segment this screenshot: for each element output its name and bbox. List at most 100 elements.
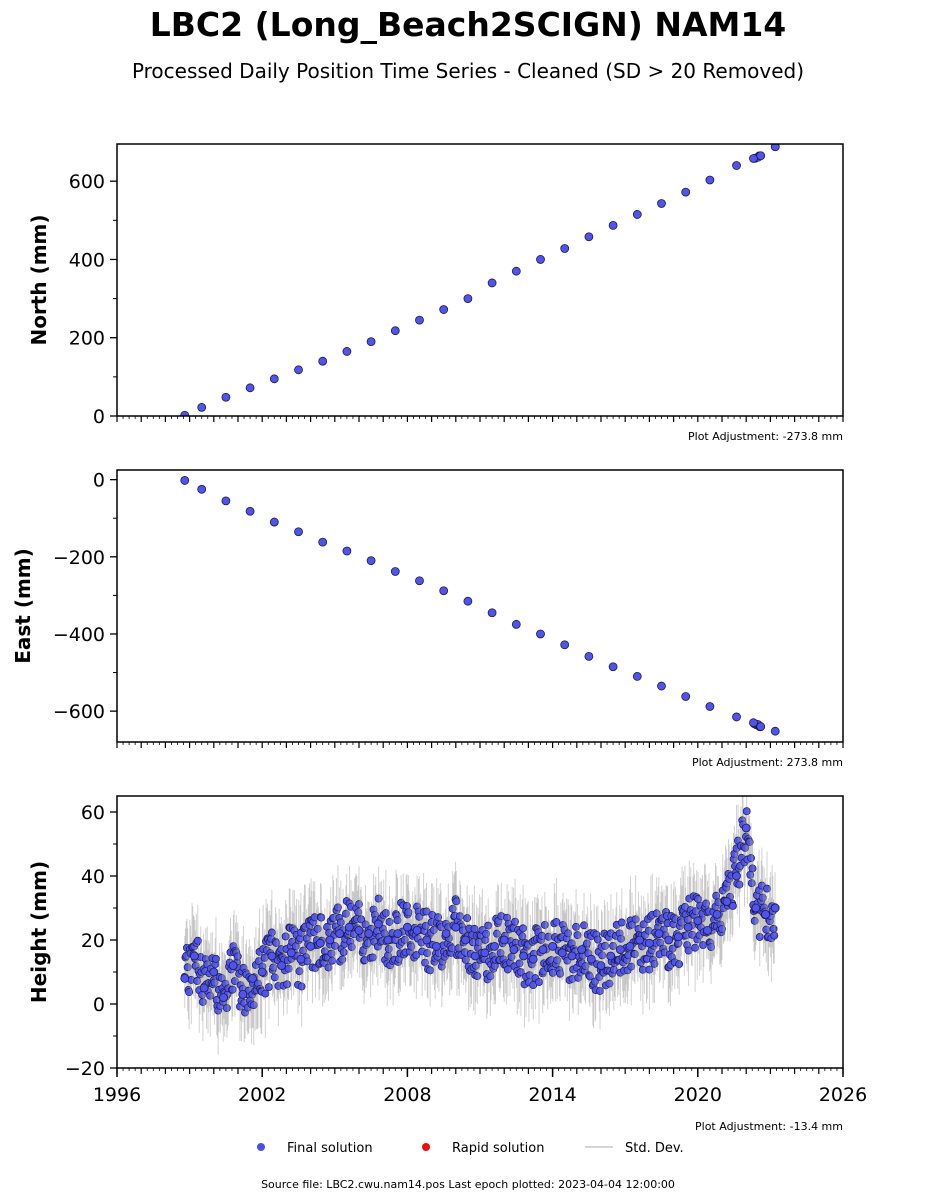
height-data-point [461, 935, 470, 945]
height-data-point [315, 938, 325, 948]
height-cloud-point [609, 942, 618, 950]
north-data-point [536, 255, 545, 264]
height-data-point [364, 929, 374, 938]
east-data-point [608, 662, 618, 672]
north-data-points [180, 144, 780, 416]
east-y-tick-label: −400 [53, 624, 105, 646]
height-data-point [683, 922, 693, 932]
height-cloud-point [750, 916, 759, 925]
north-data-point [463, 294, 473, 303]
height-cloud-point [601, 941, 610, 950]
height-data-point [228, 961, 238, 970]
east-data-point [632, 672, 642, 681]
height-cloud-point [339, 948, 348, 957]
height-data-points [180, 823, 780, 1002]
height-cloud-point [617, 934, 626, 943]
height-cloud-point [650, 959, 659, 968]
north-data-point [318, 356, 328, 366]
height-cloud-point [518, 932, 527, 941]
height-cloud-point [691, 943, 700, 952]
east-data-point [439, 586, 449, 596]
height-cloud-point [217, 974, 226, 982]
height-cloud-point [374, 894, 383, 903]
height-cloud-point [707, 943, 716, 952]
height-cloud-point [429, 926, 438, 934]
height-data-point [257, 967, 267, 977]
height-cloud-point [747, 879, 756, 888]
north-data-point [439, 305, 449, 314]
height-data-point [451, 922, 461, 932]
height-cloud-point [269, 963, 278, 972]
north-data-point [681, 187, 691, 197]
height-data-point [654, 929, 664, 938]
north-data-point [180, 410, 190, 416]
height-data-point [277, 961, 286, 970]
height-cloud-point [385, 917, 394, 926]
east-y-tick-label: 0 [93, 470, 105, 492]
height-data-point [344, 922, 354, 932]
height-cloud-point [516, 968, 525, 976]
height-cloud-point [553, 956, 562, 965]
height-data-point [180, 974, 190, 983]
height-cloud-point [412, 951, 421, 960]
height-data-point [645, 938, 654, 948]
north-y-tick-label: 200 [69, 328, 105, 350]
height-x-tick-label: 2014 [528, 1084, 576, 1106]
height-cloud-point [580, 921, 589, 930]
height-cloud-point [507, 952, 516, 961]
east-data-point [415, 576, 424, 586]
height-cloud-point [628, 920, 636, 929]
legend-stddev-label: Std. Dev. [625, 1141, 684, 1156]
height-cloud-point [183, 963, 192, 972]
east-data-point [180, 476, 190, 485]
height-cloud-point [347, 943, 356, 951]
height-data-point [335, 929, 345, 938]
height-cloud-point [515, 959, 524, 968]
height-data-point [383, 935, 393, 945]
height-cloud-point [652, 909, 661, 918]
north-data-point [294, 365, 303, 375]
legend-rapid-label: Rapid solution [452, 1141, 544, 1156]
height-cloud-point [295, 967, 304, 976]
north-data-point [415, 315, 424, 325]
height-cloud-point [212, 954, 220, 963]
height-cloud-point [503, 965, 512, 974]
height-data-point [509, 945, 519, 954]
height-data-point [625, 942, 635, 951]
height-cloud-point [461, 955, 470, 964]
height-cloud-point [328, 956, 337, 965]
height-cloud-point [452, 897, 461, 906]
height-data-point [209, 967, 219, 977]
height-x-tick-label: 1996 [93, 1084, 141, 1106]
height-cloud-point [769, 924, 778, 933]
height-data-point [286, 948, 296, 958]
figure-title: LBC2 (Long_Beach2SCIGN) NAM14 [150, 5, 787, 44]
height-cloud-point [728, 902, 737, 910]
north-y-axis-label: North (mm) [27, 214, 51, 345]
height-data-point [402, 922, 412, 932]
height-y-tick-label: 60 [81, 802, 105, 824]
height-data-point [199, 983, 209, 993]
height-cloud-point [585, 972, 594, 981]
east-data-point [318, 537, 328, 547]
height-x-tick-label: 2008 [383, 1084, 431, 1106]
height-cloud-point [400, 935, 409, 944]
east-data-point [342, 546, 352, 556]
height-data-point [557, 948, 567, 958]
figure-subtitle: Processed Daily Position Time Series - C… [132, 59, 804, 83]
north-data-point [749, 154, 758, 163]
east-plot-frame [116, 469, 844, 743]
east-data-point [657, 681, 666, 691]
north-adjustment: Plot Adjustment: -273.8 mm [688, 430, 843, 443]
east-y-axis-label: East (mm) [11, 548, 35, 664]
height-cloud-point [448, 904, 457, 913]
height-cloud-point [354, 908, 363, 917]
east-data-point [681, 692, 691, 701]
height-data-point [470, 951, 480, 961]
north-data-point [560, 244, 570, 253]
height-point-cloud [180, 796, 779, 1055]
east-data-point [756, 722, 766, 731]
height-cloud-point [422, 907, 431, 916]
height-cloud-point [272, 938, 281, 947]
